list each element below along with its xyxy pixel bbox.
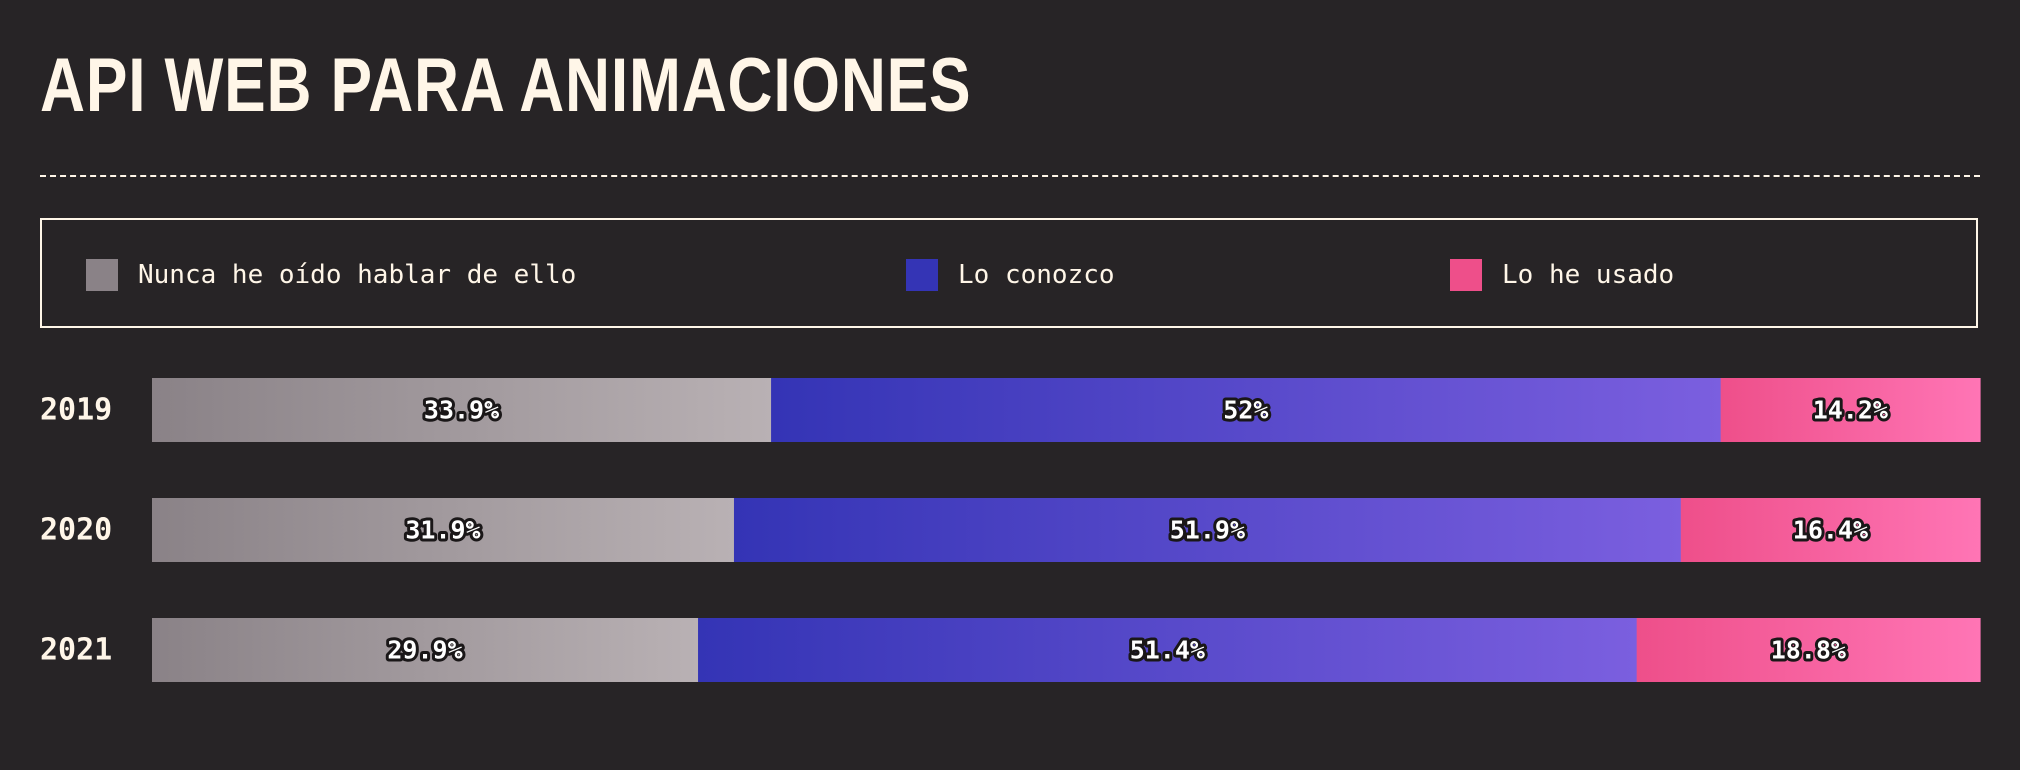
value-label-used-2020: 16.4%	[1793, 516, 1868, 545]
bar-segment-know-2021[interactable]	[698, 618, 1638, 682]
value-label-know-2021: 51.4%	[1130, 636, 1205, 665]
legend-label-know: Lo conozco	[958, 260, 1115, 290]
legend-label-used: Lo he usado	[1502, 260, 1675, 290]
value-label-used-2019: 14.2%	[1813, 396, 1888, 425]
bar-segment-never-heard-2019[interactable]	[152, 378, 772, 442]
value-label-never-heard-2020: 31.9%	[405, 516, 480, 545]
value-label-never-heard-2019: 33.9%	[424, 396, 499, 425]
value-label-know-2019: 52%	[1223, 396, 1268, 425]
bar-segment-used-2021[interactable]	[1636, 618, 1981, 682]
title-divider	[40, 175, 1980, 177]
legend-swatch-used	[1450, 259, 1482, 291]
bar-segment-know-2019[interactable]	[771, 378, 1722, 442]
bar-segment-never-heard-2021[interactable]	[152, 618, 699, 682]
legend-item-know[interactable]: Lo conozco	[906, 259, 1115, 291]
legend-swatch-never-heard	[86, 259, 118, 291]
bar-segment-used-2019[interactable]	[1720, 378, 1981, 442]
bar-segment-know-2020[interactable]	[733, 498, 1682, 562]
bar-segment-never-heard-2020[interactable]	[152, 498, 735, 562]
legend-item-never-heard[interactable]: Nunca he oído hablar de ello	[86, 259, 576, 291]
legend-swatch-know	[906, 259, 938, 291]
legend-label-never-heard: Nunca he oído hablar de ello	[138, 260, 577, 290]
legend: Nunca he oído hablar de ello Lo conozco …	[40, 218, 1978, 328]
bar-segment-used-2020[interactable]	[1680, 498, 1981, 562]
year-label-2020: 2020	[40, 513, 112, 548]
legend-item-used[interactable]: Lo he usado	[1450, 259, 1674, 291]
value-label-used-2021: 18.8%	[1771, 636, 1846, 665]
year-label-2021: 2021	[40, 633, 112, 668]
value-label-know-2020: 51.9%	[1170, 516, 1245, 545]
stacked-bar-chart: 2019 33.9% 52% 14.2% 2020 31.9% 51.9% 16.4% 2021…	[40, 378, 1981, 682]
chart-title: API WEB PARA ANIMACIONES	[40, 43, 972, 128]
year-label-2019: 2019	[40, 393, 112, 428]
value-label-never-heard-2021: 29.9%	[387, 636, 462, 665]
